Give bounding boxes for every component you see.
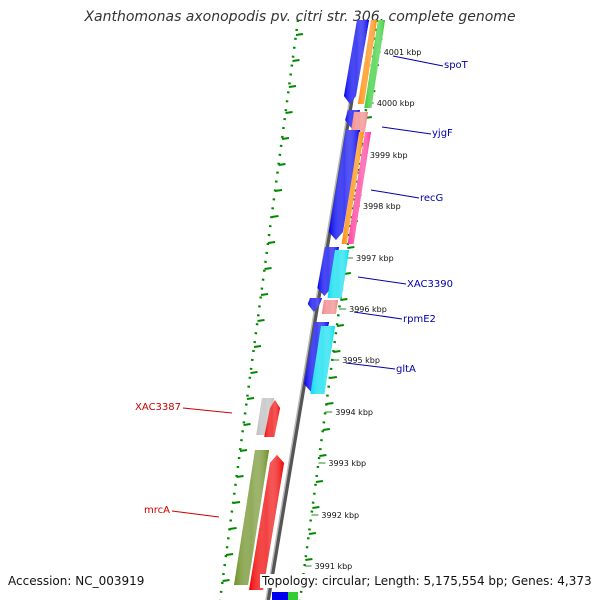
scale-dash bbox=[236, 475, 244, 478]
tick-label: 3991 kbp bbox=[315, 562, 353, 571]
scale-dash bbox=[232, 501, 241, 504]
gene-label-XAC3387: XAC3387 bbox=[135, 402, 181, 413]
scale-dash bbox=[292, 59, 300, 62]
cog-block-bottom bbox=[288, 592, 298, 600]
scale-dash bbox=[305, 558, 313, 561]
gene-leader-line bbox=[353, 311, 403, 320]
scale-dash bbox=[288, 85, 297, 88]
gene-leader-line bbox=[171, 510, 220, 518]
cds-block-mrcA-shade bbox=[249, 455, 284, 590]
gene-label-recG: recG bbox=[420, 193, 443, 204]
gene-leader-line bbox=[381, 126, 432, 135]
scale-dash bbox=[315, 480, 324, 483]
cds-block-recG-shade bbox=[328, 130, 360, 240]
outer-dotted-ring bbox=[298, 19, 380, 600]
gene-leader-line bbox=[370, 189, 420, 199]
cog-block-recG-orange-shade bbox=[341, 132, 364, 244]
tick-label: 4001 kbp bbox=[384, 48, 422, 57]
tick-label: 3998 kbp bbox=[363, 202, 401, 211]
gene-leader-line bbox=[357, 276, 407, 285]
scale-dash bbox=[312, 506, 320, 509]
cds-block-spoT-shade bbox=[343, 20, 369, 104]
scale-dash bbox=[281, 137, 290, 140]
gene-label-mrcA: mrcA bbox=[144, 505, 170, 516]
scale-dash bbox=[229, 527, 237, 530]
scale-dash bbox=[271, 215, 279, 218]
scale-dash bbox=[264, 267, 272, 270]
scale-dash bbox=[239, 449, 248, 452]
scale-dash bbox=[340, 298, 348, 301]
tick-label: 3994 kbp bbox=[335, 408, 373, 417]
scale-dash bbox=[322, 428, 331, 431]
cog-block-gltA-shade bbox=[310, 326, 335, 394]
gene-label-gltA: gltA bbox=[396, 364, 416, 375]
scale-dash bbox=[225, 553, 234, 556]
scale-dash bbox=[326, 402, 334, 405]
cog-block-yjgF-shade bbox=[350, 112, 368, 132]
cds-block-rpmE2-shade bbox=[307, 298, 322, 312]
scale-dash bbox=[246, 397, 255, 400]
scale-dash bbox=[250, 371, 258, 374]
tick-label: 3999 kbp bbox=[370, 151, 408, 160]
scale-dash bbox=[329, 376, 337, 379]
tick-label: 4000 kbp bbox=[377, 99, 415, 108]
scale-dash bbox=[295, 33, 304, 36]
tick-label: 3993 kbp bbox=[328, 459, 366, 468]
cog-block-spoT-green-shade bbox=[364, 20, 385, 108]
gene-leader-line bbox=[345, 362, 396, 370]
scale-dash bbox=[243, 423, 251, 426]
scale-dash bbox=[257, 319, 265, 322]
gene-leader-line bbox=[392, 55, 444, 67]
cog-block-XAC3390-shade bbox=[327, 250, 349, 298]
scale-dash bbox=[308, 532, 317, 535]
scale-dash bbox=[222, 579, 230, 582]
scale-dash bbox=[285, 111, 293, 114]
cog-block-mrcA-shade bbox=[234, 450, 269, 585]
gene-label-yjgF: yjgF bbox=[432, 128, 453, 139]
tick-label: 3992 kbp bbox=[321, 511, 359, 520]
scale-dash bbox=[253, 345, 262, 348]
cog-block-spoT-orange-shade bbox=[357, 20, 377, 104]
cds-block-XAC3387-shade bbox=[264, 400, 280, 437]
cds-block-bottom bbox=[272, 592, 288, 600]
scale-dash bbox=[274, 189, 283, 192]
scale-dash bbox=[260, 293, 269, 296]
cog-block-recG-pink-shade bbox=[347, 132, 371, 244]
inner-dotted-ring bbox=[218, 19, 300, 600]
scale-dash bbox=[319, 454, 327, 457]
scale-dash bbox=[267, 241, 276, 244]
gene-leader-line bbox=[182, 407, 233, 414]
scale-dash bbox=[333, 350, 341, 353]
tick-label: 3996 kbp bbox=[349, 305, 387, 314]
tick-label: 3995 kbp bbox=[342, 356, 380, 365]
gene-label-XAC3390: XAC3390 bbox=[407, 279, 453, 290]
tick-label: 3997 kbp bbox=[356, 254, 394, 263]
scale-dash bbox=[336, 324, 344, 327]
scale-dash bbox=[278, 163, 286, 166]
gene-label-spoT: spoT bbox=[444, 60, 469, 71]
scale-dash bbox=[347, 246, 355, 249]
cog-block-rpmE2-shade bbox=[321, 300, 338, 314]
topology-label: Topology: circular; Length: 5,175,554 bp… bbox=[260, 574, 594, 588]
map-title: Xanthomonas axonopodis pv. citri str. 30… bbox=[84, 9, 516, 25]
accession-label: Accession: NC_003919 bbox=[8, 574, 145, 588]
gene-label-rpmE2: rpmE2 bbox=[403, 314, 436, 325]
